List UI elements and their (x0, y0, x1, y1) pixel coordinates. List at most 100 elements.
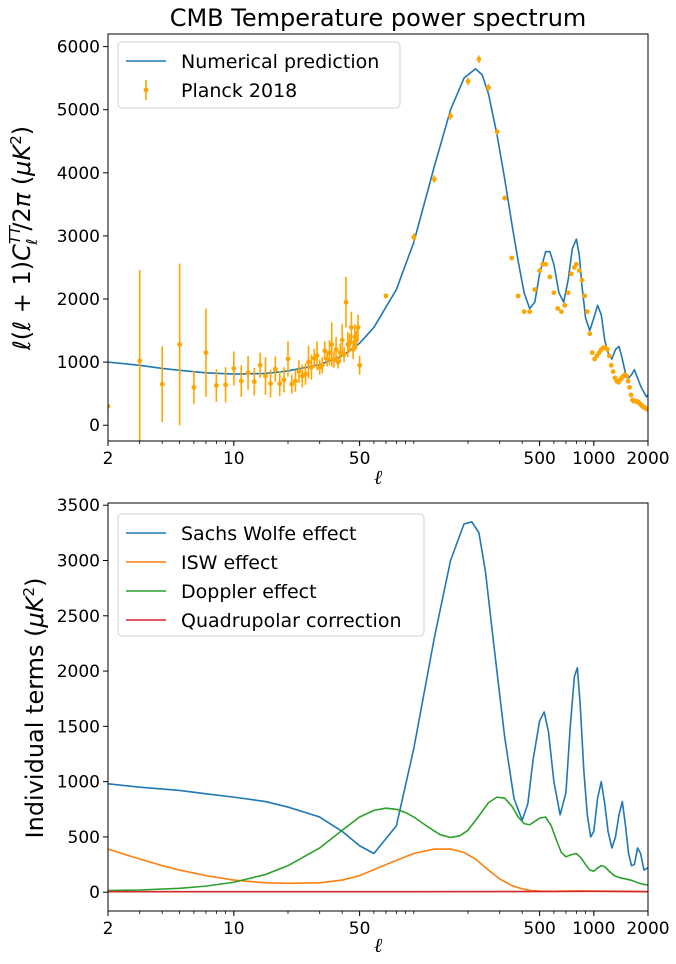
data-point (589, 350, 595, 356)
y-tick-label: 3500 (57, 496, 100, 516)
data-point (645, 407, 648, 412)
data-point (333, 347, 339, 352)
data-point (314, 353, 320, 359)
data-point (177, 342, 183, 347)
x-tick-label: 50 (349, 919, 371, 939)
data-point (203, 350, 209, 356)
bottom-chart: Individual terms (μK2) 2 10 50 500 1000 2000 0… (20, 496, 670, 957)
legend-label: ISW effect (181, 552, 278, 574)
x-tick-label: 2000 (626, 919, 669, 939)
data-point (324, 356, 330, 362)
legend: Numerical prediction Planck 2018 (117, 41, 401, 109)
data-point (355, 325, 361, 330)
data-point (268, 381, 273, 386)
data-point (624, 373, 629, 379)
y-tick-label: 4000 (57, 164, 100, 184)
series-doppler-effect (108, 796, 648, 892)
data-point (555, 306, 561, 311)
data-point (565, 290, 571, 296)
data-point (331, 357, 337, 362)
data-point (494, 129, 500, 135)
y-tick-label: 0 (89, 883, 100, 903)
data-point (322, 348, 328, 354)
data-point (327, 350, 332, 356)
data-point (543, 261, 549, 267)
data-point (341, 352, 347, 357)
data-point (231, 366, 237, 371)
x-tick-label: 2 (103, 919, 114, 939)
data-point (339, 337, 345, 343)
data-point (547, 274, 553, 280)
data-point (137, 358, 143, 364)
data-point (610, 369, 616, 374)
data-point (263, 373, 268, 379)
data-point (532, 287, 538, 292)
legend-label: Numerical prediction (181, 51, 379, 73)
data-point (608, 362, 614, 368)
legend: Sachs Wolfe effect ISW effect Doppler effe… (117, 513, 425, 637)
data-point (223, 382, 228, 388)
legend-label: Sachs Wolfe effect (181, 523, 357, 545)
series-planck-2018 (108, 55, 648, 441)
data-point (238, 378, 244, 384)
data-point (357, 362, 363, 368)
data-point (108, 403, 111, 409)
data-point (431, 176, 437, 182)
legend-label: Doppler effect (181, 581, 317, 603)
data-point (573, 261, 579, 267)
data-point (329, 342, 335, 347)
data-point (606, 353, 612, 359)
data-point (272, 366, 278, 372)
series-line (108, 796, 648, 892)
data-point (521, 309, 527, 315)
plot-frame (107, 33, 649, 442)
data-point (245, 370, 251, 376)
bottom-y-label-text: Individual terms (μK2) (20, 578, 49, 839)
data-point (628, 392, 634, 398)
y-tick-label: 1500 (57, 717, 100, 737)
data-point (257, 362, 263, 368)
data-point (383, 293, 389, 299)
data-point (309, 364, 314, 370)
data-point (587, 331, 593, 337)
top-y-label-text: ℓ(ℓ + 1)CTTℓ/2π (μK2) (6, 126, 41, 351)
y-tick-label: 2000 (57, 662, 100, 682)
y-tick-label: 3000 (57, 551, 100, 571)
series-sachs-wolfe-effect (108, 521, 648, 871)
x-tick-label: 2 (103, 449, 114, 469)
data-point (306, 359, 311, 365)
data-point (293, 378, 298, 384)
data-point (579, 277, 585, 283)
data-point (319, 362, 325, 368)
series-line (108, 848, 648, 893)
legend-box (117, 41, 401, 109)
y-tick-label: 0 (89, 416, 100, 436)
y-tick-label: 5000 (57, 101, 100, 121)
data-point (551, 290, 557, 296)
y-tick-label: 2000 (57, 290, 100, 310)
bottom-chart-y-axis-label: Individual terms (μK2) (20, 578, 49, 839)
y-tick-label: 6000 (57, 38, 100, 58)
y-tick-label: 1000 (57, 353, 100, 373)
data-point (277, 381, 283, 386)
data-point (281, 377, 287, 383)
y-tick-label: 1000 (57, 773, 100, 793)
y-tick-label: 2500 (57, 607, 100, 627)
top-chart: CMB Temperature power spectrum ℓ(ℓ + 1)C… (6, 4, 670, 489)
legend-label: Quadrupolar correction (181, 610, 402, 632)
data-point (625, 378, 631, 384)
data-point (515, 293, 521, 299)
x-tick-label: 2000 (626, 449, 669, 469)
y-tick-label: 3000 (57, 227, 100, 247)
x-tick-label: 1000 (572, 919, 615, 939)
data-point (502, 195, 508, 201)
bottom-chart-x-axis-label: ℓ (374, 933, 383, 957)
data-point (558, 309, 564, 315)
data-point (582, 293, 588, 299)
data-point (348, 325, 354, 330)
data-point (537, 268, 543, 274)
series-line (108, 521, 648, 871)
data-point (411, 234, 417, 240)
data-point (527, 309, 533, 315)
